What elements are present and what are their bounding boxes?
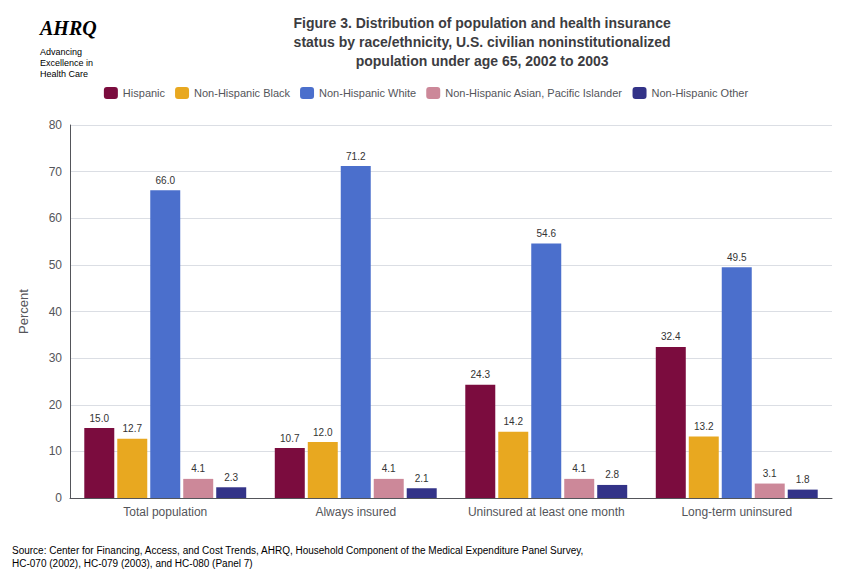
svg-text:Long-term uninsured: Long-term uninsured: [681, 505, 792, 519]
svg-text:2.8: 2.8: [605, 469, 619, 480]
svg-text:4.1: 4.1: [572, 463, 586, 474]
svg-text:HC-070 (2002), HC-079 (2003),: HC-070 (2002), HC-079 (2003), and HC-080…: [12, 558, 253, 569]
svg-text:Advancing: Advancing: [40, 47, 82, 57]
svg-text:AHRQ: AHRQ: [38, 17, 97, 39]
svg-text:status by race/ethnicity, U.S.: status by race/ethnicity, U.S. civilian …: [294, 34, 671, 50]
svg-text:3.1: 3.1: [763, 468, 777, 479]
svg-text:Non-Hispanic Black: Non-Hispanic Black: [194, 87, 290, 99]
svg-text:54.6: 54.6: [537, 228, 557, 239]
svg-text:15.0: 15.0: [90, 413, 110, 424]
svg-text:13.2: 13.2: [694, 421, 714, 432]
svg-text:2.1: 2.1: [415, 473, 429, 484]
svg-text:80: 80: [49, 118, 63, 132]
svg-text:10: 10: [49, 444, 63, 458]
svg-text:Percent: Percent: [16, 289, 31, 334]
svg-text:30: 30: [49, 351, 63, 365]
svg-text:60: 60: [49, 211, 63, 225]
svg-text:1.8: 1.8: [796, 474, 810, 485]
svg-text:population under age 65, 2002: population under age 65, 2002 to 2003: [356, 53, 609, 69]
svg-text:Non-Hispanic Asian, Pacific Is: Non-Hispanic Asian, Pacific Islander: [445, 87, 622, 99]
svg-text:12.0: 12.0: [313, 427, 333, 438]
svg-text:20: 20: [49, 398, 63, 412]
svg-text:Uninsured at least one month: Uninsured at least one month: [468, 505, 625, 519]
svg-text:40: 40: [49, 305, 63, 319]
svg-text:Figure 3. Distribution of popu: Figure 3. Distribution of population and…: [294, 15, 671, 31]
svg-text:49.5: 49.5: [727, 252, 747, 263]
svg-text:Health Care: Health Care: [40, 69, 88, 79]
svg-text:71.2: 71.2: [346, 151, 366, 162]
svg-text:Excellence in: Excellence in: [40, 58, 93, 68]
svg-text:2.3: 2.3: [224, 472, 238, 483]
svg-text:Source: Center for Financing,: Source: Center for Financing, Access, an…: [12, 545, 583, 556]
svg-text:Non-Hispanic White: Non-Hispanic White: [319, 87, 416, 99]
svg-text:Always insured: Always insured: [315, 505, 396, 519]
svg-text:50: 50: [49, 258, 63, 272]
svg-text:70: 70: [49, 165, 63, 179]
svg-text:4.1: 4.1: [191, 463, 205, 474]
svg-text:4.1: 4.1: [382, 463, 396, 474]
svg-text:12.7: 12.7: [123, 423, 143, 434]
svg-text:10.7: 10.7: [280, 433, 300, 444]
svg-text:Total population: Total population: [123, 505, 207, 519]
svg-text:24.3: 24.3: [471, 369, 491, 380]
svg-text:32.4: 32.4: [661, 331, 681, 342]
svg-text:66.0: 66.0: [156, 175, 176, 186]
svg-text:0: 0: [55, 491, 62, 505]
svg-text:Hispanic: Hispanic: [123, 87, 166, 99]
svg-text:Non-Hispanic Other: Non-Hispanic Other: [652, 87, 749, 99]
svg-text:14.2: 14.2: [504, 416, 524, 427]
